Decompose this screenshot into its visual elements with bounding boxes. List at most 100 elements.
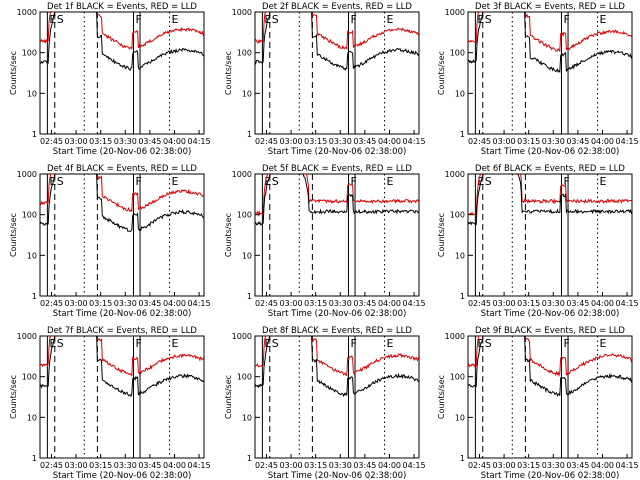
lld-series-line	[40, 336, 204, 377]
time-marker-label: F	[350, 337, 356, 350]
y-tick-label: 100	[22, 49, 37, 58]
x-tick-label: 03:45	[566, 137, 589, 146]
x-tick-label: 03:15	[517, 461, 540, 470]
x-axis-label: Start Time (20-Nov-06 02:38:00)	[481, 471, 620, 480]
plot-frame	[254, 173, 420, 297]
time-marker-label: S	[485, 175, 492, 188]
x-tick-label: 04:15	[616, 299, 639, 308]
lld-series-line	[468, 336, 632, 378]
x-axis-label: Start Time (20-Nov-06 02:38:00)	[53, 471, 192, 480]
y-tick-label: 1000	[445, 332, 465, 341]
x-tick-label: 02:45	[40, 137, 63, 146]
y-tick-label: 10	[27, 413, 37, 422]
x-tick-label: 03:45	[138, 461, 161, 470]
time-marker-label: E	[600, 13, 607, 26]
panel-title: Det 7f BLACK = Events, RED = LLD	[47, 326, 197, 336]
y-axis-label: Counts/sec	[9, 51, 18, 95]
plot-frame	[467, 11, 633, 135]
x-tick-label: 03:45	[353, 299, 376, 308]
y-tick-label: 100	[22, 211, 37, 220]
lld-series-line	[255, 336, 419, 377]
x-tick-label: 03:30	[329, 299, 352, 308]
time-marker-label: E	[172, 175, 179, 188]
y-tick-label: 100	[450, 211, 465, 220]
x-tick-label: 02:45	[255, 137, 278, 146]
y-tick-label: 10	[27, 89, 37, 98]
y-tick-label: 1000	[17, 8, 37, 17]
x-tick-label: 03:30	[542, 461, 565, 470]
time-marker-label: S	[272, 13, 279, 26]
x-axis-label: Start Time (20-Nov-06 02:38:00)	[53, 147, 192, 157]
time-marker-label: F	[135, 13, 141, 26]
x-tick-label: 04:15	[188, 299, 211, 308]
x-tick-label: 04:15	[188, 137, 211, 146]
time-marker-label: S	[57, 337, 64, 350]
x-tick-label: 03:15	[89, 461, 112, 470]
panel-title: Det 3f BLACK = Events, RED = LLD	[475, 2, 625, 12]
time-marker-label: F	[135, 175, 141, 188]
y-tick-label: 100	[237, 49, 252, 58]
x-tick-label: 04:15	[403, 299, 426, 308]
lld-series-line	[255, 174, 419, 217]
x-tick-label: 03:30	[114, 299, 137, 308]
x-tick-label: 02:45	[468, 461, 491, 470]
x-tick-label: 03:00	[65, 461, 88, 470]
y-tick-label: 10	[455, 89, 465, 98]
y-axis-label: Counts/sec	[437, 51, 446, 95]
x-axis-label: Start Time (20-Nov-06 02:38:00)	[481, 309, 620, 319]
x-tick-label: 03:30	[329, 461, 352, 470]
x-tick-label: 03:30	[542, 137, 565, 146]
x-tick-label: 03:00	[280, 461, 303, 470]
plot-frame	[39, 11, 205, 135]
time-marker-label: S	[485, 337, 492, 350]
x-tick-label: 03:15	[517, 137, 540, 146]
x-tick-label: 04:00	[378, 461, 401, 470]
y-tick-label: 100	[22, 373, 37, 382]
y-axis-label: Counts/sec	[437, 375, 446, 419]
time-marker-label: F	[350, 175, 356, 188]
x-tick-label: 03:45	[138, 137, 161, 146]
y-tick-label: 1	[247, 454, 252, 463]
time-marker-label: F	[563, 13, 569, 26]
time-marker-label: S	[485, 13, 492, 26]
y-tick-label: 1	[247, 292, 252, 301]
x-tick-label: 03:00	[493, 137, 516, 146]
y-tick-label: 1	[32, 454, 37, 463]
events-series-line	[40, 174, 204, 233]
y-tick-label: 1	[460, 454, 465, 463]
y-tick-label: 10	[242, 251, 252, 260]
x-tick-label: 03:00	[280, 137, 303, 146]
x-tick-label: 02:45	[40, 461, 63, 470]
x-axis-label: Start Time (20-Nov-06 02:38:00)	[268, 147, 407, 157]
y-tick-label: 1000	[232, 170, 252, 179]
plot-frame	[467, 335, 633, 459]
x-tick-label: 04:00	[591, 137, 614, 146]
time-marker-label: E	[387, 13, 394, 26]
events-series-line	[40, 336, 204, 398]
events-series-line	[468, 174, 632, 226]
y-tick-label: 100	[450, 49, 465, 58]
x-tick-label: 03:00	[493, 461, 516, 470]
x-tick-label: 02:45	[468, 137, 491, 146]
time-marker-label: E	[600, 337, 607, 350]
x-tick-label: 03:00	[65, 299, 88, 308]
panel-title: Det 5f BLACK = Events, RED = LLD	[262, 164, 412, 174]
y-tick-label: 1000	[17, 170, 37, 179]
y-axis-label: Counts/sec	[224, 213, 233, 257]
events-series-line	[255, 336, 419, 398]
y-axis-label: Counts/sec	[224, 375, 233, 419]
x-tick-label: 04:15	[616, 137, 639, 146]
x-tick-label: 04:00	[591, 461, 614, 470]
x-tick-label: 04:00	[378, 299, 401, 308]
panel-title: Det 1f BLACK = Events, RED = LLD	[47, 2, 197, 12]
y-tick-label: 10	[242, 89, 252, 98]
lld-series-line	[40, 12, 204, 51]
lld-series-line	[468, 12, 632, 53]
plot-frame	[467, 173, 633, 297]
y-tick-label: 1	[247, 130, 252, 139]
time-marker-label: E	[387, 175, 394, 188]
y-tick-label: 1	[32, 130, 37, 139]
